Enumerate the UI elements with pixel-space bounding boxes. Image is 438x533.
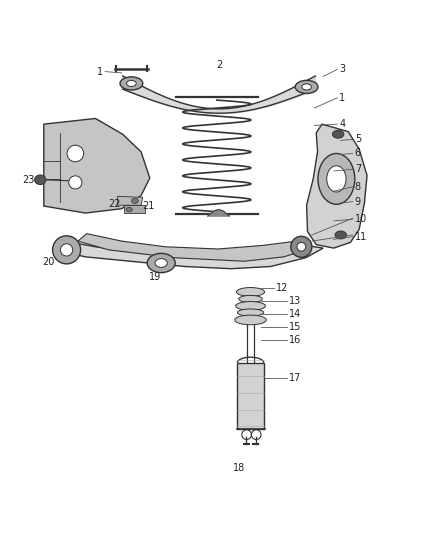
Text: 1: 1 xyxy=(339,93,346,103)
Ellipse shape xyxy=(335,231,346,239)
Text: 14: 14 xyxy=(289,309,301,319)
Ellipse shape xyxy=(237,287,265,296)
Text: 13: 13 xyxy=(289,296,301,305)
Ellipse shape xyxy=(53,236,81,264)
Ellipse shape xyxy=(155,259,167,268)
Ellipse shape xyxy=(67,145,84,162)
Ellipse shape xyxy=(131,198,138,204)
Text: 11: 11 xyxy=(355,232,367,242)
Ellipse shape xyxy=(302,84,311,90)
Text: 8: 8 xyxy=(355,182,361,192)
Text: 1: 1 xyxy=(97,67,103,77)
Text: 2: 2 xyxy=(216,60,222,70)
Ellipse shape xyxy=(35,175,46,184)
Ellipse shape xyxy=(239,295,262,302)
Ellipse shape xyxy=(235,315,266,325)
Ellipse shape xyxy=(251,430,261,440)
Ellipse shape xyxy=(120,77,143,90)
Text: 5: 5 xyxy=(355,134,361,144)
Text: 3: 3 xyxy=(339,64,346,75)
Text: 21: 21 xyxy=(143,201,155,211)
Text: 12: 12 xyxy=(276,282,288,293)
Text: 23: 23 xyxy=(22,175,35,185)
Polygon shape xyxy=(124,205,145,213)
Text: 15: 15 xyxy=(289,322,301,332)
Polygon shape xyxy=(55,241,323,269)
Ellipse shape xyxy=(242,430,251,440)
Polygon shape xyxy=(208,209,230,216)
Polygon shape xyxy=(78,233,306,261)
Text: 16: 16 xyxy=(289,335,301,345)
Ellipse shape xyxy=(318,154,355,204)
Text: 9: 9 xyxy=(355,197,361,207)
Text: 7: 7 xyxy=(355,164,361,174)
Text: 20: 20 xyxy=(42,257,54,267)
Ellipse shape xyxy=(236,302,265,310)
Polygon shape xyxy=(44,118,150,213)
Ellipse shape xyxy=(60,244,73,256)
Text: 10: 10 xyxy=(355,214,367,224)
Ellipse shape xyxy=(147,253,175,273)
Polygon shape xyxy=(237,363,264,429)
Ellipse shape xyxy=(291,236,312,257)
Text: 19: 19 xyxy=(149,272,162,282)
Ellipse shape xyxy=(127,80,136,86)
Text: 18: 18 xyxy=(233,463,245,473)
Ellipse shape xyxy=(237,309,264,316)
Text: 17: 17 xyxy=(289,373,301,383)
Polygon shape xyxy=(307,124,367,248)
Ellipse shape xyxy=(327,166,346,192)
Ellipse shape xyxy=(332,130,344,138)
Ellipse shape xyxy=(69,176,82,189)
Text: 6: 6 xyxy=(355,149,361,158)
Ellipse shape xyxy=(126,207,132,212)
Ellipse shape xyxy=(295,80,318,93)
Ellipse shape xyxy=(297,243,306,251)
Polygon shape xyxy=(117,197,143,205)
Text: 4: 4 xyxy=(339,119,346,129)
Text: 22: 22 xyxy=(109,199,121,209)
